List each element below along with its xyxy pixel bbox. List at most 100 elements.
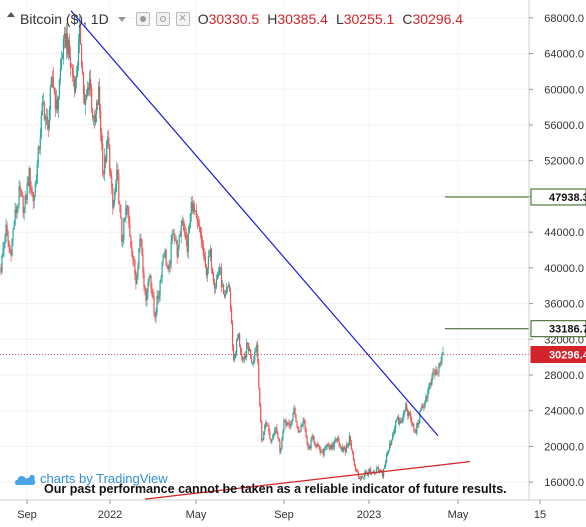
candle-body — [214, 287, 217, 289]
candle-body — [196, 217, 198, 222]
candle-body — [403, 412, 405, 419]
candle-body — [264, 424, 266, 432]
candle-body — [308, 446, 310, 449]
candle-body — [177, 245, 179, 257]
candle-body — [170, 241, 172, 265]
candle-body — [412, 424, 414, 426]
candle-body — [271, 439, 273, 442]
candle-body — [100, 111, 102, 133]
candle-body — [77, 41, 80, 67]
level-tag-label: 47938.3 — [549, 192, 586, 204]
candle-body — [164, 249, 166, 253]
time-axis[interactable] — [0, 500, 586, 527]
candle-body — [72, 74, 75, 79]
candle-body — [40, 115, 42, 138]
candle-body — [227, 284, 230, 287]
candle-body — [201, 240, 203, 245]
chevron-down-icon[interactable] — [117, 16, 126, 22]
candle-body — [366, 472, 369, 476]
candle-body — [306, 437, 308, 445]
candle-body — [71, 67, 74, 75]
candle-body — [382, 468, 385, 477]
candle-body — [207, 256, 210, 269]
candle-body — [189, 214, 191, 227]
candle-body — [213, 281, 216, 289]
candle-body — [65, 33, 68, 48]
candle-body — [184, 232, 186, 233]
candle-body — [22, 195, 24, 214]
tradingview-branding[interactable]: charts by TradingView — [14, 471, 168, 486]
candle-body — [273, 433, 275, 435]
candle-body — [423, 406, 425, 408]
y-tick-label: 36000.0 — [544, 299, 584, 311]
candle-body — [432, 372, 434, 377]
y-tick-label: 52000.0 — [544, 156, 584, 168]
candle-body — [73, 78, 76, 92]
candle-body — [268, 425, 270, 432]
candle-body — [442, 351, 444, 356]
candle-body — [194, 210, 196, 212]
gear-icon[interactable] — [155, 12, 170, 26]
grid-layer — [0, 0, 529, 500]
candle-body — [302, 420, 304, 426]
candle-body — [354, 466, 357, 471]
candle-body — [181, 220, 183, 226]
candle-body — [126, 205, 128, 208]
candle-body — [407, 410, 409, 416]
candle-body — [248, 343, 250, 352]
candle-body — [311, 436, 313, 439]
tradingview-cloud-icon — [15, 474, 36, 485]
candle-body — [408, 412, 410, 416]
candle-body — [406, 404, 408, 411]
candle-body — [435, 369, 437, 376]
x-tick-label: 2022 — [98, 509, 122, 521]
candle-body — [363, 473, 366, 477]
candle-body — [90, 79, 92, 89]
candle-body — [292, 413, 294, 421]
candle-body — [431, 376, 433, 385]
candle-body — [47, 123, 49, 129]
candle-body — [154, 312, 156, 318]
candle-body — [313, 437, 315, 444]
symbol-title[interactable]: Bitcoin ($), 1D — [20, 11, 109, 27]
candle-body — [430, 382, 432, 385]
candle-body — [69, 57, 72, 68]
candle-body — [319, 446, 321, 453]
candle-body — [130, 236, 132, 247]
collapse-legend-icon[interactable] — [7, 12, 15, 17]
candle-body — [243, 358, 245, 360]
candle-body — [165, 249, 167, 266]
candle-body — [172, 233, 174, 235]
candle-body — [4, 236, 6, 243]
candle-body — [281, 438, 283, 450]
candle-body — [256, 344, 258, 352]
candle-body — [74, 79, 77, 92]
candle-body — [36, 163, 38, 183]
candle-body — [209, 248, 212, 257]
candle-body — [33, 196, 35, 202]
candle-body — [51, 76, 53, 78]
candle-body — [19, 186, 21, 191]
candle-body — [93, 115, 95, 118]
candle-body — [295, 414, 297, 423]
candle-body — [338, 440, 340, 447]
candle-body — [101, 132, 103, 144]
candle-body — [405, 404, 407, 412]
candle-body — [242, 356, 244, 360]
candle-body — [312, 436, 314, 438]
candle-body — [280, 449, 282, 452]
price-axis[interactable] — [529, 0, 586, 500]
candle-body — [331, 444, 333, 449]
candle-body — [14, 209, 16, 225]
candle-body — [358, 476, 361, 479]
eye-icon[interactable] — [135, 12, 150, 26]
candle-body — [174, 238, 176, 241]
candle-body — [409, 412, 411, 414]
close-icon[interactable] — [175, 10, 190, 26]
candle-body — [34, 183, 36, 197]
candle-body — [297, 426, 299, 430]
candle-body — [285, 420, 287, 426]
